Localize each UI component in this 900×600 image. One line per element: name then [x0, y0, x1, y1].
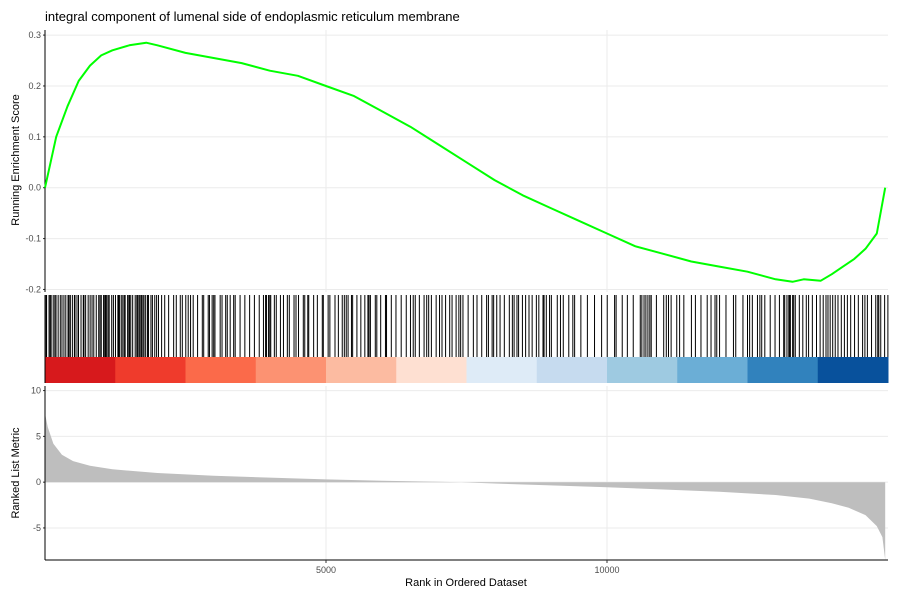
y-tick-label: -0.2 [25, 284, 41, 294]
x-axis-label: Rank in Ordered Dataset [405, 577, 527, 589]
metric-color-band [185, 357, 257, 383]
chart-title: integral component of lumenal side of en… [45, 9, 460, 24]
metric-color-band [326, 357, 397, 383]
y-tick-label: -5 [33, 523, 41, 533]
ranked-metric-area [45, 413, 886, 560]
metric-color-band [255, 357, 327, 383]
x-tick-label: 10000 [594, 565, 619, 575]
metric-color-band [677, 357, 748, 383]
metric-color-band [747, 357, 819, 383]
metric-color-band [396, 357, 467, 383]
y-tick-label: 0.0 [28, 183, 41, 193]
y-tick-label: 10 [31, 386, 41, 396]
y-tick-label: 0.3 [28, 30, 41, 40]
enrichment-score-line [44, 41, 887, 283]
metric-color-band [607, 357, 678, 383]
y-tick-label: 5 [36, 431, 41, 441]
metric-color-band [817, 357, 889, 383]
y-tick-label: -0.1 [25, 234, 41, 244]
y-axis-label-metric: Ranked List Metric [10, 427, 22, 519]
metric-color-band [115, 357, 186, 383]
metric-color-band [45, 357, 116, 383]
metric-color-band [536, 357, 608, 383]
y-axis-label-es: Running Enrichment Score [10, 94, 22, 225]
y-tick-label: 0 [36, 477, 41, 487]
y-tick-label: 0.2 [28, 81, 41, 91]
x-tick-label: 5000 [316, 565, 336, 575]
ranked-metric-panel: -5 0 5 10 5000 10000 [31, 386, 888, 575]
metric-color-band [466, 357, 538, 383]
enrichment-score-panel: -0.2 -0.1 0.0 0.1 0.2 0.3 [25, 30, 888, 294]
gene-hits-panel [44, 295, 889, 383]
y-tick-label: 0.1 [28, 132, 41, 142]
